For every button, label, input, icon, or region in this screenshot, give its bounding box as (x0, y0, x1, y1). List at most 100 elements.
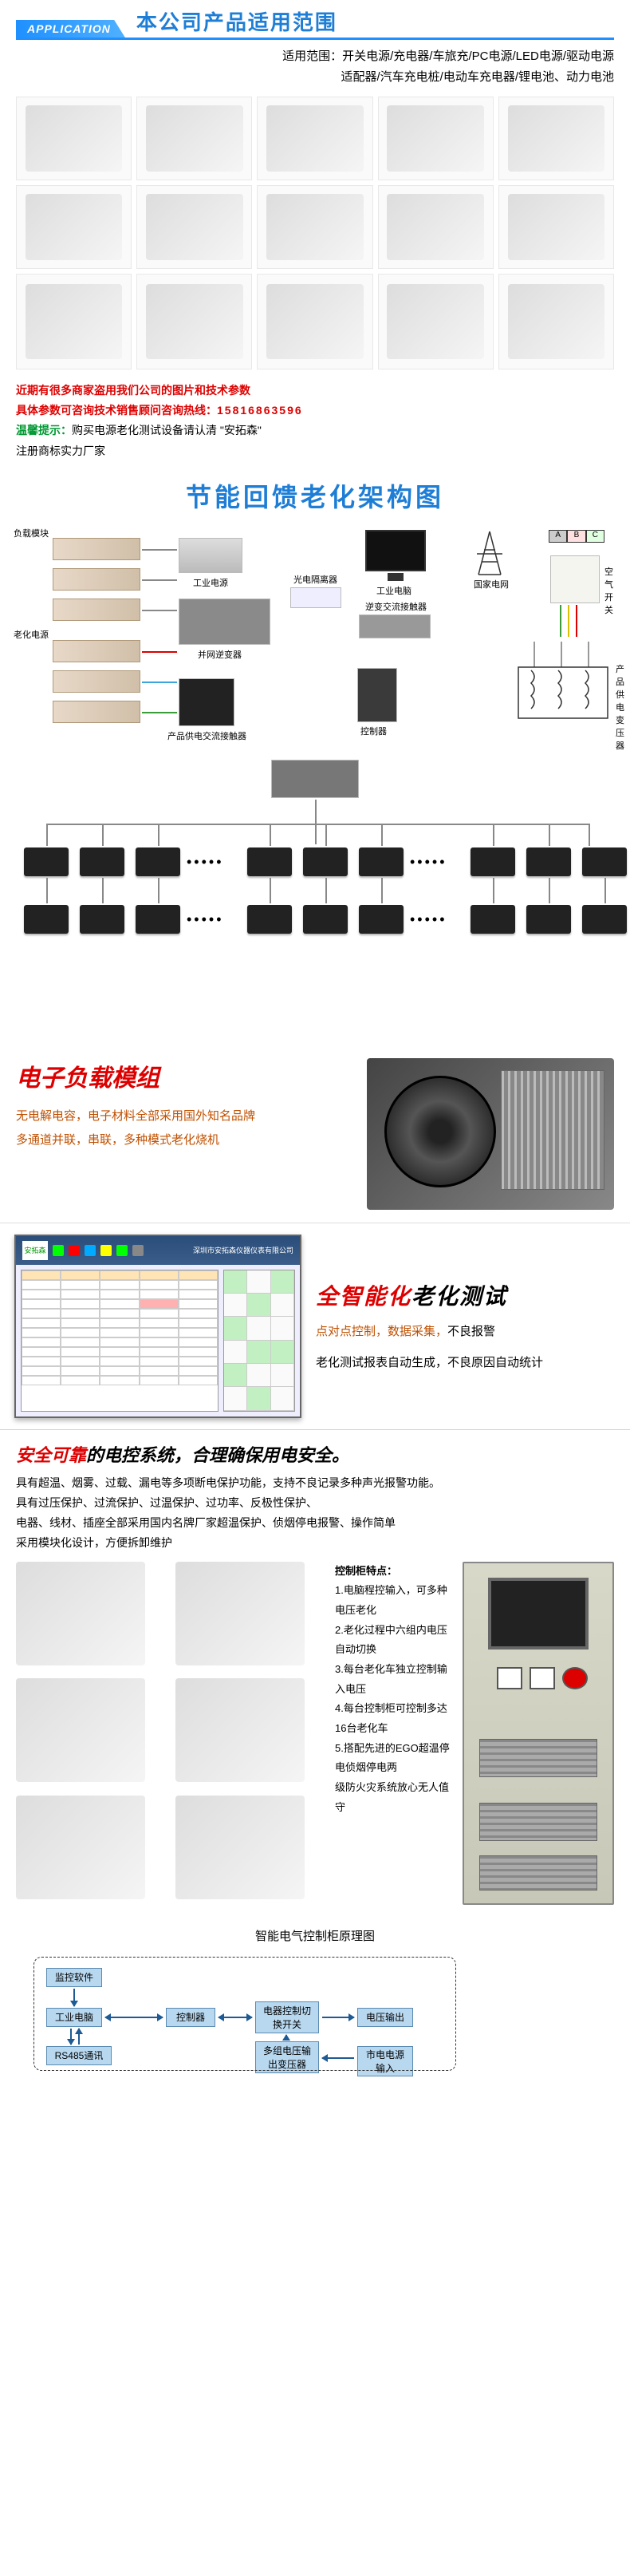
safety-image (16, 1796, 145, 1899)
smart-sub-1: 点对点控制，数据采集，不良报警 (316, 1321, 616, 1342)
flow-arrow (322, 2017, 354, 2018)
load-desc-2: 多通道并联，串联，多种模式老化烧机 (16, 1128, 348, 1152)
status-led-icon (132, 1245, 144, 1256)
safety-section: 安全可靠的电控系统，合理确保用电安全。 具有超温、烟雾、过载、漏电等多项断电保护… (0, 1430, 630, 1916)
smart-sub-1b: 不良报警 (447, 1325, 495, 1338)
scope-prefix: 适用范围： (282, 49, 342, 63)
phone-number: 15816863596 (217, 404, 303, 417)
product-image (146, 194, 243, 259)
wire (560, 605, 561, 637)
application-title: 本公司产品适用范围 (136, 6, 337, 38)
safety-grid: 控制柜特点： 1.电脑程控输入，可多种电压老化 2.老化过程中六组内电压自动切换… (16, 1562, 614, 1905)
wire (381, 824, 383, 846)
abc-b: B (567, 530, 585, 543)
safety-image (16, 1678, 145, 1782)
cabinet-estop-icon (562, 1667, 588, 1689)
arch-chip (247, 847, 292, 876)
monitor-icon (365, 530, 426, 571)
arch-rack (53, 568, 140, 591)
wire (493, 824, 494, 846)
monitor-stand-icon (388, 573, 404, 581)
feature-1: 1.电脑程控输入，可多种电压老化 (335, 1581, 455, 1620)
arch-node-industrial-ps (179, 538, 242, 573)
product-image (387, 284, 484, 359)
safety-title-red: 安全可靠 (16, 1445, 86, 1465)
cabinet-screen (488, 1578, 589, 1650)
wire (325, 824, 327, 846)
warn-line-4: 注册商标实力厂家 (16, 441, 614, 461)
warning-block: 近期有很多商家盗用我们公司的图片和技术参数 具体参数可咨询技术销售顾问咨询热线：… (0, 369, 630, 468)
arch-chip (359, 905, 404, 934)
smart-title-red: 全智能化 (316, 1284, 411, 1309)
product-image (508, 284, 605, 359)
ellipsis-icon: ••••• (410, 911, 447, 928)
wire (381, 878, 383, 903)
software-side-panel (223, 1270, 295, 1412)
arch-chip (582, 847, 627, 876)
product-cell (378, 97, 494, 180)
arch-label-pc: 工业电脑 (375, 584, 413, 597)
arch-chip (24, 905, 69, 934)
arch-label-load: 负载模块 (12, 527, 50, 539)
product-image (508, 105, 605, 171)
flow-box-voltage-out: 电压输出 (357, 2008, 413, 2027)
arch-label-air-switch: 空气开关 (603, 565, 620, 616)
product-image (508, 194, 605, 259)
feature-5: 5.搭配先进的EGO超温停电侦烟停电两 (335, 1739, 455, 1778)
wire (142, 610, 177, 611)
software-company-text: 深圳市安拓森仪器仪表有限公司 (193, 1245, 293, 1255)
product-cell (16, 274, 132, 369)
flow-box-switch-control: 电器控制切换开关 (255, 2001, 319, 2033)
product-image (146, 284, 243, 359)
product-cell (378, 185, 494, 269)
arch-abc-terminals: A B C (549, 530, 604, 543)
wire (46, 824, 48, 846)
arch-label-grid-inv: 并网逆变器 (196, 648, 243, 661)
safety-image (16, 1562, 145, 1665)
scope-line-2: 适配器/汽车充电桩/电动车充电器/锂电池、动力电池 (341, 70, 614, 84)
arch-label-ctrl: 控制器 (359, 725, 394, 737)
flow-arrow (322, 2057, 354, 2059)
wire (102, 878, 104, 903)
arch-rack (53, 701, 140, 723)
software-body (16, 1265, 300, 1416)
wire (568, 605, 569, 637)
wire (158, 878, 159, 903)
software-screenshot: 安拓森 深圳市安拓森仪器仪表有限公司 (14, 1235, 301, 1418)
flow-arrow-bidir (105, 2017, 163, 2018)
wire (549, 824, 550, 846)
arch-node-controller (357, 668, 397, 722)
application-scope: 适用范围：开关电源/充电器/车旅充/PC电源/LED电源/驱动电源 适配器/汽车… (16, 46, 614, 87)
arch-chip (24, 847, 69, 876)
safety-title: 安全可靠的电控系统，合理确保用电安全。 (16, 1441, 614, 1467)
wire (142, 651, 177, 653)
arch-label-industrial-ps: 工业电源 (191, 576, 230, 589)
flow-box-controller: 控制器 (166, 2008, 215, 2027)
arch-chip (80, 847, 124, 876)
product-grid (16, 97, 614, 369)
arch-node-hub (271, 760, 359, 798)
arch-node-inv-contactor (359, 614, 431, 638)
load-module-section: 电子负载模组 无电解电容，电子材料全部采用国外知名品牌 多通道并联，串联，多种模… (0, 1039, 630, 1223)
product-image (26, 194, 123, 259)
wire (142, 549, 177, 551)
arch-chip (247, 905, 292, 934)
warn-line-1: 近期有很多商家盗用我们公司的图片和技术参数 (16, 381, 614, 401)
wire (325, 878, 327, 903)
warn-line-2a: 具体参数可咨询技术销售顾问咨询热线： (16, 404, 217, 417)
safety-image (175, 1562, 305, 1665)
smart-test-section: 安拓森 深圳市安拓森仪器仪表有限公司 (0, 1223, 630, 1430)
status-led-icon (100, 1245, 112, 1256)
warn-line-2: 具体参数可咨询技术销售顾问咨询热线：15816863596 (16, 401, 614, 421)
application-badge: APPLICATION (16, 20, 125, 38)
safety-d3: 电器、线材、插座全部采用国内名牌厂家超温保护、侦烟停电报警、操作简单 (16, 1513, 614, 1533)
cabinet-vent (479, 1855, 598, 1891)
arch-label-prod-cont: 产品供电交流接触器 (166, 729, 248, 742)
arch-rack (53, 599, 140, 621)
product-cell (498, 274, 614, 369)
arch-rack (53, 670, 140, 693)
feature-3: 3.每台老化车独立控制输入电压 (335, 1660, 455, 1699)
product-cell (257, 274, 372, 369)
arch-label-opto: 光电隔离器 (292, 573, 339, 586)
flow-diagram: 监控软件 工业电脑 RS485通讯 控制器 电器控制切换开关 多组电压输出变压器… (14, 1952, 616, 2068)
